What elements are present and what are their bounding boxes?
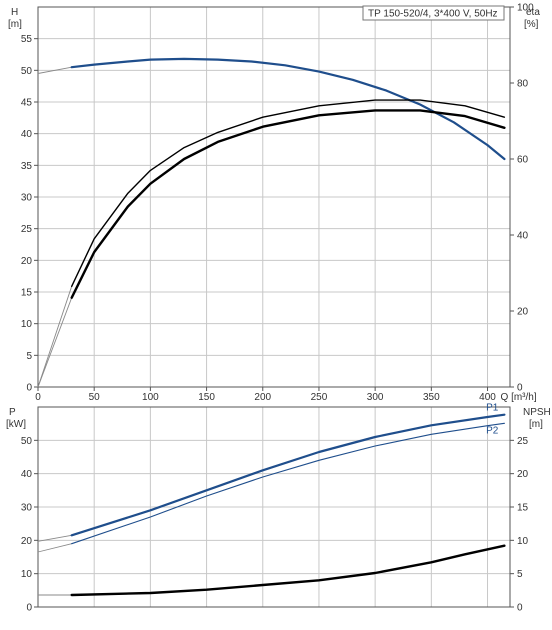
bottom-right-tick-label: 15 (517, 503, 529, 514)
top-left-tick-label: 55 (21, 34, 33, 45)
top-series-1-extrapolation (37, 286, 73, 388)
x-tick-label: 400 (479, 392, 496, 403)
top-right-tick-label: 40 (517, 231, 529, 242)
x-tick-label: 350 (423, 392, 440, 403)
series-label-p2: P2 (486, 425, 499, 436)
x-tick-label: 250 (311, 392, 328, 403)
top-left-tick-label: 5 (26, 351, 32, 362)
bottom-left-axis-unit: [kW] (6, 419, 26, 430)
series-label-p1: P1 (486, 403, 499, 414)
bottom-series-2-line (70, 544, 506, 597)
bottom-right-tick-label: 0 (517, 603, 523, 614)
bottom-series-1-line (71, 422, 505, 545)
bottom-series-1-extrapolation (37, 543, 72, 553)
top-left-tick-label: 50 (21, 66, 33, 77)
x-tick-label: 100 (142, 392, 159, 403)
top-right-axis-unit: [%] (524, 19, 539, 30)
bottom-right-tick-label: 25 (517, 436, 529, 447)
x-tick-label: 0 (35, 392, 41, 403)
top-left-tick-label: 45 (21, 98, 33, 109)
bottom-left-tick-label: 30 (21, 503, 33, 514)
top-left-axis-title: H (11, 7, 18, 18)
top-left-tick-label: 40 (21, 129, 33, 140)
top-right-tick-label: 80 (517, 79, 529, 90)
top-series-2-line (70, 109, 506, 299)
bottom-left-tick-label: 10 (21, 569, 33, 580)
bottom-left-tick-label: 20 (21, 536, 33, 547)
x-axis-title: Q [m³/h] (501, 392, 537, 403)
top-right-tick-label: 60 (517, 155, 529, 166)
bottom-series-0-line (70, 413, 506, 537)
top-left-tick-label: 25 (21, 224, 33, 235)
bottom-left-tick-label: 40 (21, 469, 33, 480)
top-series-0-extrapolation (37, 66, 72, 74)
top-series-0-line (70, 57, 506, 161)
x-tick-label: 200 (254, 392, 271, 403)
top-left-tick-label: 20 (21, 256, 33, 267)
chart-title: TP 150-520/4, 3*400 V, 50Hz (368, 9, 498, 20)
top-series-1-line (70, 99, 506, 287)
bottom-series-0-extrapolation (37, 534, 72, 542)
top-left-tick-label: 15 (21, 288, 33, 299)
bottom-left-tick-label: 0 (26, 603, 32, 614)
x-tick-label: 300 (367, 392, 384, 403)
top-right-tick-label: 100 (517, 3, 534, 14)
bottom-left-axis-title: P (9, 407, 16, 418)
bottom-right-tick-label: 5 (517, 569, 523, 580)
top-right-tick-label: 0 (517, 383, 523, 394)
x-tick-label: 150 (198, 392, 215, 403)
top-right-tick-label: 20 (517, 307, 529, 318)
bottom-right-axis-title: NPSH (523, 407, 551, 418)
x-tick-label: 50 (89, 392, 101, 403)
top-left-tick-label: 10 (21, 319, 33, 330)
bottom-right-tick-label: 10 (517, 536, 529, 547)
bottom-left-tick-label: 50 (21, 436, 33, 447)
top-left-axis-unit: [m] (8, 19, 22, 30)
top-left-tick-label: 0 (26, 383, 32, 394)
top-left-tick-label: 30 (21, 193, 33, 204)
chart-title-box (362, 5, 505, 21)
top-series-2-extrapolation (37, 297, 73, 388)
bottom-right-tick-label: 20 (517, 469, 529, 480)
top-left-tick-label: 35 (21, 161, 33, 172)
bottom-right-axis-unit: [m] (529, 419, 543, 430)
top-right-axis-title: eta (526, 7, 540, 18)
